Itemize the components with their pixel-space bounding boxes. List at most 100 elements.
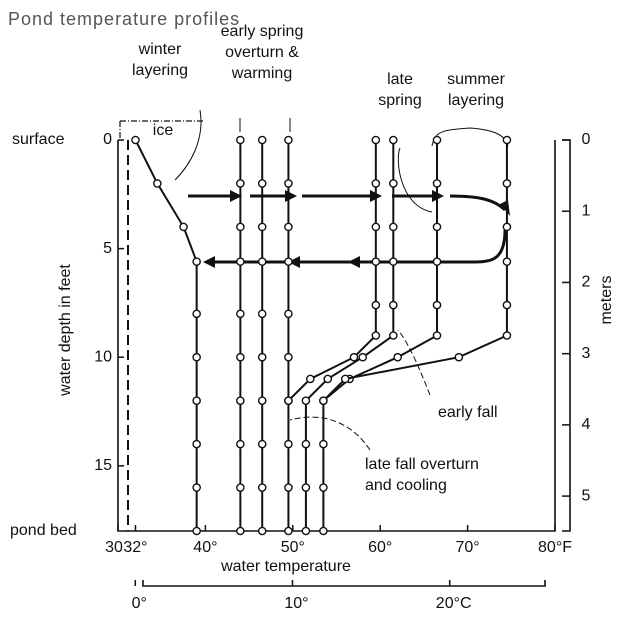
profile-point (236, 257, 245, 266)
profile-point (349, 352, 359, 362)
profile-point (389, 331, 398, 340)
meters-axis (562, 139, 571, 532)
profile-point (502, 300, 512, 310)
profile-point (358, 352, 368, 362)
profile-point (131, 135, 140, 145)
profile-point (236, 526, 245, 536)
x-tick-label: 32° (123, 539, 147, 556)
profile-point (319, 439, 328, 449)
x-tick-label: 70° (455, 539, 479, 556)
profile-point (323, 374, 333, 384)
y-tick-label: 15 (94, 457, 112, 474)
y-tick-label: 0 (103, 131, 112, 148)
profile-point (389, 222, 398, 232)
profile-point (371, 135, 381, 145)
chart-title: Pond temperature profiles (8, 9, 240, 29)
profile-point (319, 483, 328, 492)
profile-point (257, 179, 267, 188)
x2-tick-label: 0° (132, 595, 147, 612)
annotation: ice (153, 122, 174, 139)
profile-point (319, 526, 328, 536)
profile-point (319, 396, 328, 405)
y-axis-label: water depth in feet (57, 264, 74, 397)
x2-tick-label: 10° (284, 595, 308, 612)
profile-point (236, 135, 245, 145)
profile-point (284, 483, 293, 492)
profile-point (179, 222, 188, 232)
profile-point (371, 300, 381, 310)
profile-point (236, 222, 245, 232)
annotation: and cooling (365, 477, 447, 494)
profile-point (257, 222, 267, 232)
annotation: warming (231, 65, 292, 82)
profile-point (432, 135, 442, 145)
profile-line (304, 140, 395, 531)
profile-point (192, 483, 201, 492)
profile-point (432, 331, 442, 340)
profile-point (236, 396, 245, 405)
profile-point (192, 396, 201, 405)
annotation: late fall overturn (365, 456, 479, 473)
y2-axis-label: meters (598, 276, 615, 325)
profile-point (502, 222, 512, 232)
profile-point (502, 257, 512, 266)
y2-tick-label: 0 (582, 131, 591, 148)
annotation: late (387, 71, 413, 88)
profile-point (257, 526, 267, 536)
profile-point (432, 179, 442, 188)
annotation: early fall (438, 404, 498, 421)
annotation: summer (447, 71, 505, 88)
x-tick-label: 30 (105, 539, 123, 556)
profile-point (236, 483, 245, 492)
ice-line (119, 120, 205, 140)
celsius-axis (142, 580, 546, 587)
y-tick-label: 10 (94, 348, 112, 365)
profile-point (236, 309, 245, 319)
profile-point (257, 257, 267, 266)
profile-point (257, 396, 267, 405)
pond-bed-label: pond bed (10, 522, 77, 539)
profile-point (236, 179, 245, 188)
profile-point (192, 257, 201, 266)
profile-point (284, 135, 293, 145)
profile-point (284, 309, 293, 319)
annotation: overturn & (225, 44, 299, 61)
profile-line (287, 140, 377, 402)
y2-tick-label: 1 (582, 202, 591, 219)
profile-point (432, 300, 442, 310)
x2-tick-label: 20°C (436, 595, 472, 612)
arrows (188, 190, 510, 268)
y2-tick-label: 2 (582, 274, 591, 291)
profile-point (284, 257, 293, 266)
plot-frame (117, 140, 556, 532)
y-tick-label: 5 (103, 240, 112, 257)
profile-point (257, 135, 267, 145)
x-tick-label: 60° (368, 539, 392, 556)
profile-point (371, 257, 381, 266)
profile-line (322, 140, 508, 402)
profile-point (257, 352, 267, 362)
profile-point (371, 222, 381, 232)
y2-tick-label: 5 (582, 487, 591, 504)
profile-point (301, 439, 311, 449)
profile-point (389, 300, 398, 310)
profile-point (389, 135, 398, 145)
profile-point (389, 257, 398, 266)
profile-point (502, 135, 512, 145)
profile-point (454, 352, 464, 362)
profile-point (502, 331, 512, 340)
profile-point (192, 352, 201, 362)
profile-point (284, 439, 293, 449)
profile-point (236, 352, 245, 362)
leader-lines (174, 109, 509, 451)
profile-point (301, 526, 311, 536)
annotation: layering (448, 92, 504, 109)
profile-point (192, 309, 201, 319)
y2-tick-label: 4 (582, 416, 591, 433)
profile-point (257, 309, 267, 319)
profile-point (284, 179, 293, 188)
profile-point (301, 396, 311, 405)
profile-point (284, 526, 293, 536)
profile-point (502, 179, 512, 188)
